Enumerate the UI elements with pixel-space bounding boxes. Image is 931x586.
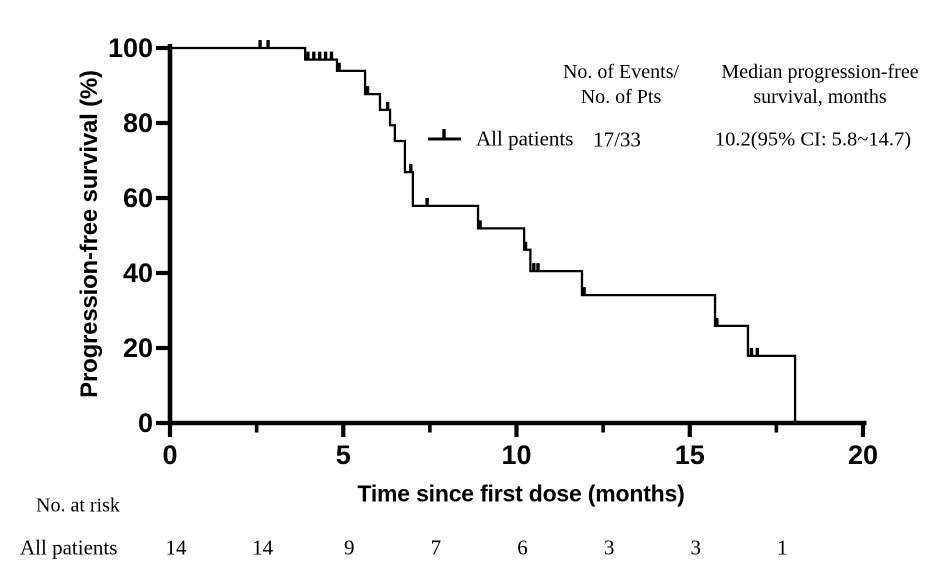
x-tick-label: 5 — [336, 440, 351, 470]
y-tick-label: 0 — [138, 408, 153, 438]
km-curve — [170, 46, 797, 423]
legend-median-value: 10.2(95% CI: 5.8~14.7) — [714, 128, 912, 151]
x-tick-label: 15 — [675, 440, 705, 470]
axis-tick-labels: 0 20 40 60 80 100 0 5 10 15 20 — [108, 33, 878, 470]
km-curve-group — [170, 46, 797, 423]
at-risk-title: No. at risk — [36, 494, 120, 517]
legend-header-median-line1: Median progression-free — [721, 61, 919, 83]
at-risk-row-label: All patients — [20, 535, 118, 560]
y-tick-label: 40 — [123, 258, 153, 288]
y-axis-title: Progression-free survival (%) — [76, 70, 103, 398]
at-risk-value: 1 — [777, 535, 788, 560]
at-risk-value: 14 — [252, 535, 274, 560]
y-tick-label: 80 — [123, 108, 153, 138]
y-tick-label: 60 — [123, 183, 153, 213]
y-tick-label: 20 — [123, 333, 153, 363]
axes — [156, 44, 867, 437]
legend-header-events-line2: No. of Pts — [580, 86, 662, 108]
legend-header-median-line2: survival, months — [753, 86, 887, 108]
legend-header-median: Median progression-free survival, months — [721, 60, 918, 110]
legend-symbol — [428, 129, 461, 141]
x-tick-label: 0 — [162, 440, 177, 470]
at-risk-value: 7 — [430, 535, 442, 560]
legend-events-value: 17/33 — [593, 127, 641, 152]
x-tick-label: 20 — [848, 440, 878, 470]
at-risk-value: 3 — [690, 535, 702, 560]
legend-header-events-line1: No. of Events/ — [562, 61, 680, 83]
at-risk-value: 3 — [603, 535, 615, 560]
x-axis-title: Time since first dose (months) — [357, 480, 685, 507]
at-risk-value: 9 — [344, 535, 355, 560]
at-risk-value: 14 — [165, 535, 187, 560]
legend-header-events: No. of Events/ No. of Pts — [563, 60, 679, 110]
legend-series-label: All patients — [476, 126, 574, 151]
y-tick-label: 100 — [108, 33, 153, 63]
x-tick-label: 10 — [501, 440, 531, 470]
censor-marks-group — [258, 40, 760, 356]
at-risk-value: 6 — [517, 535, 528, 560]
